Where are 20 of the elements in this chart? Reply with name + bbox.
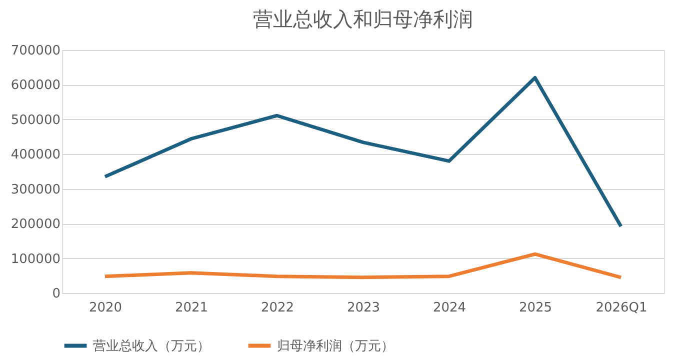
y-tick-label: 700000 (10, 44, 60, 58)
y-tick-label: 100000 (10, 252, 60, 267)
x-tick-label: 2025 (518, 300, 552, 316)
y-tick-label: 500000 (10, 112, 60, 128)
x-tick-label: 2021 (174, 300, 208, 316)
y-tick-label: 300000 (10, 182, 60, 198)
x-tick-label: 2023 (346, 300, 380, 316)
legend-label: 营业总收入（万元） (93, 338, 210, 354)
y-tick-label: 600000 (10, 78, 60, 94)
line-series (103, 252, 623, 280)
legend-label: 归母净利润（万元） (277, 338, 394, 354)
y-tick-label: 0 (52, 286, 60, 302)
y-tick-label: 200000 (10, 217, 60, 232)
x-tick-label: 2022 (260, 300, 294, 316)
x-tick-label: 2024 (432, 300, 466, 316)
chart-title: 营业总收入和归母净利润 (253, 7, 473, 31)
line-series (103, 76, 623, 228)
x-tick-label: 2020 (88, 300, 122, 316)
x-tick-label: 2026Q1 (596, 300, 648, 316)
y-tick-label: 400000 (10, 148, 60, 163)
